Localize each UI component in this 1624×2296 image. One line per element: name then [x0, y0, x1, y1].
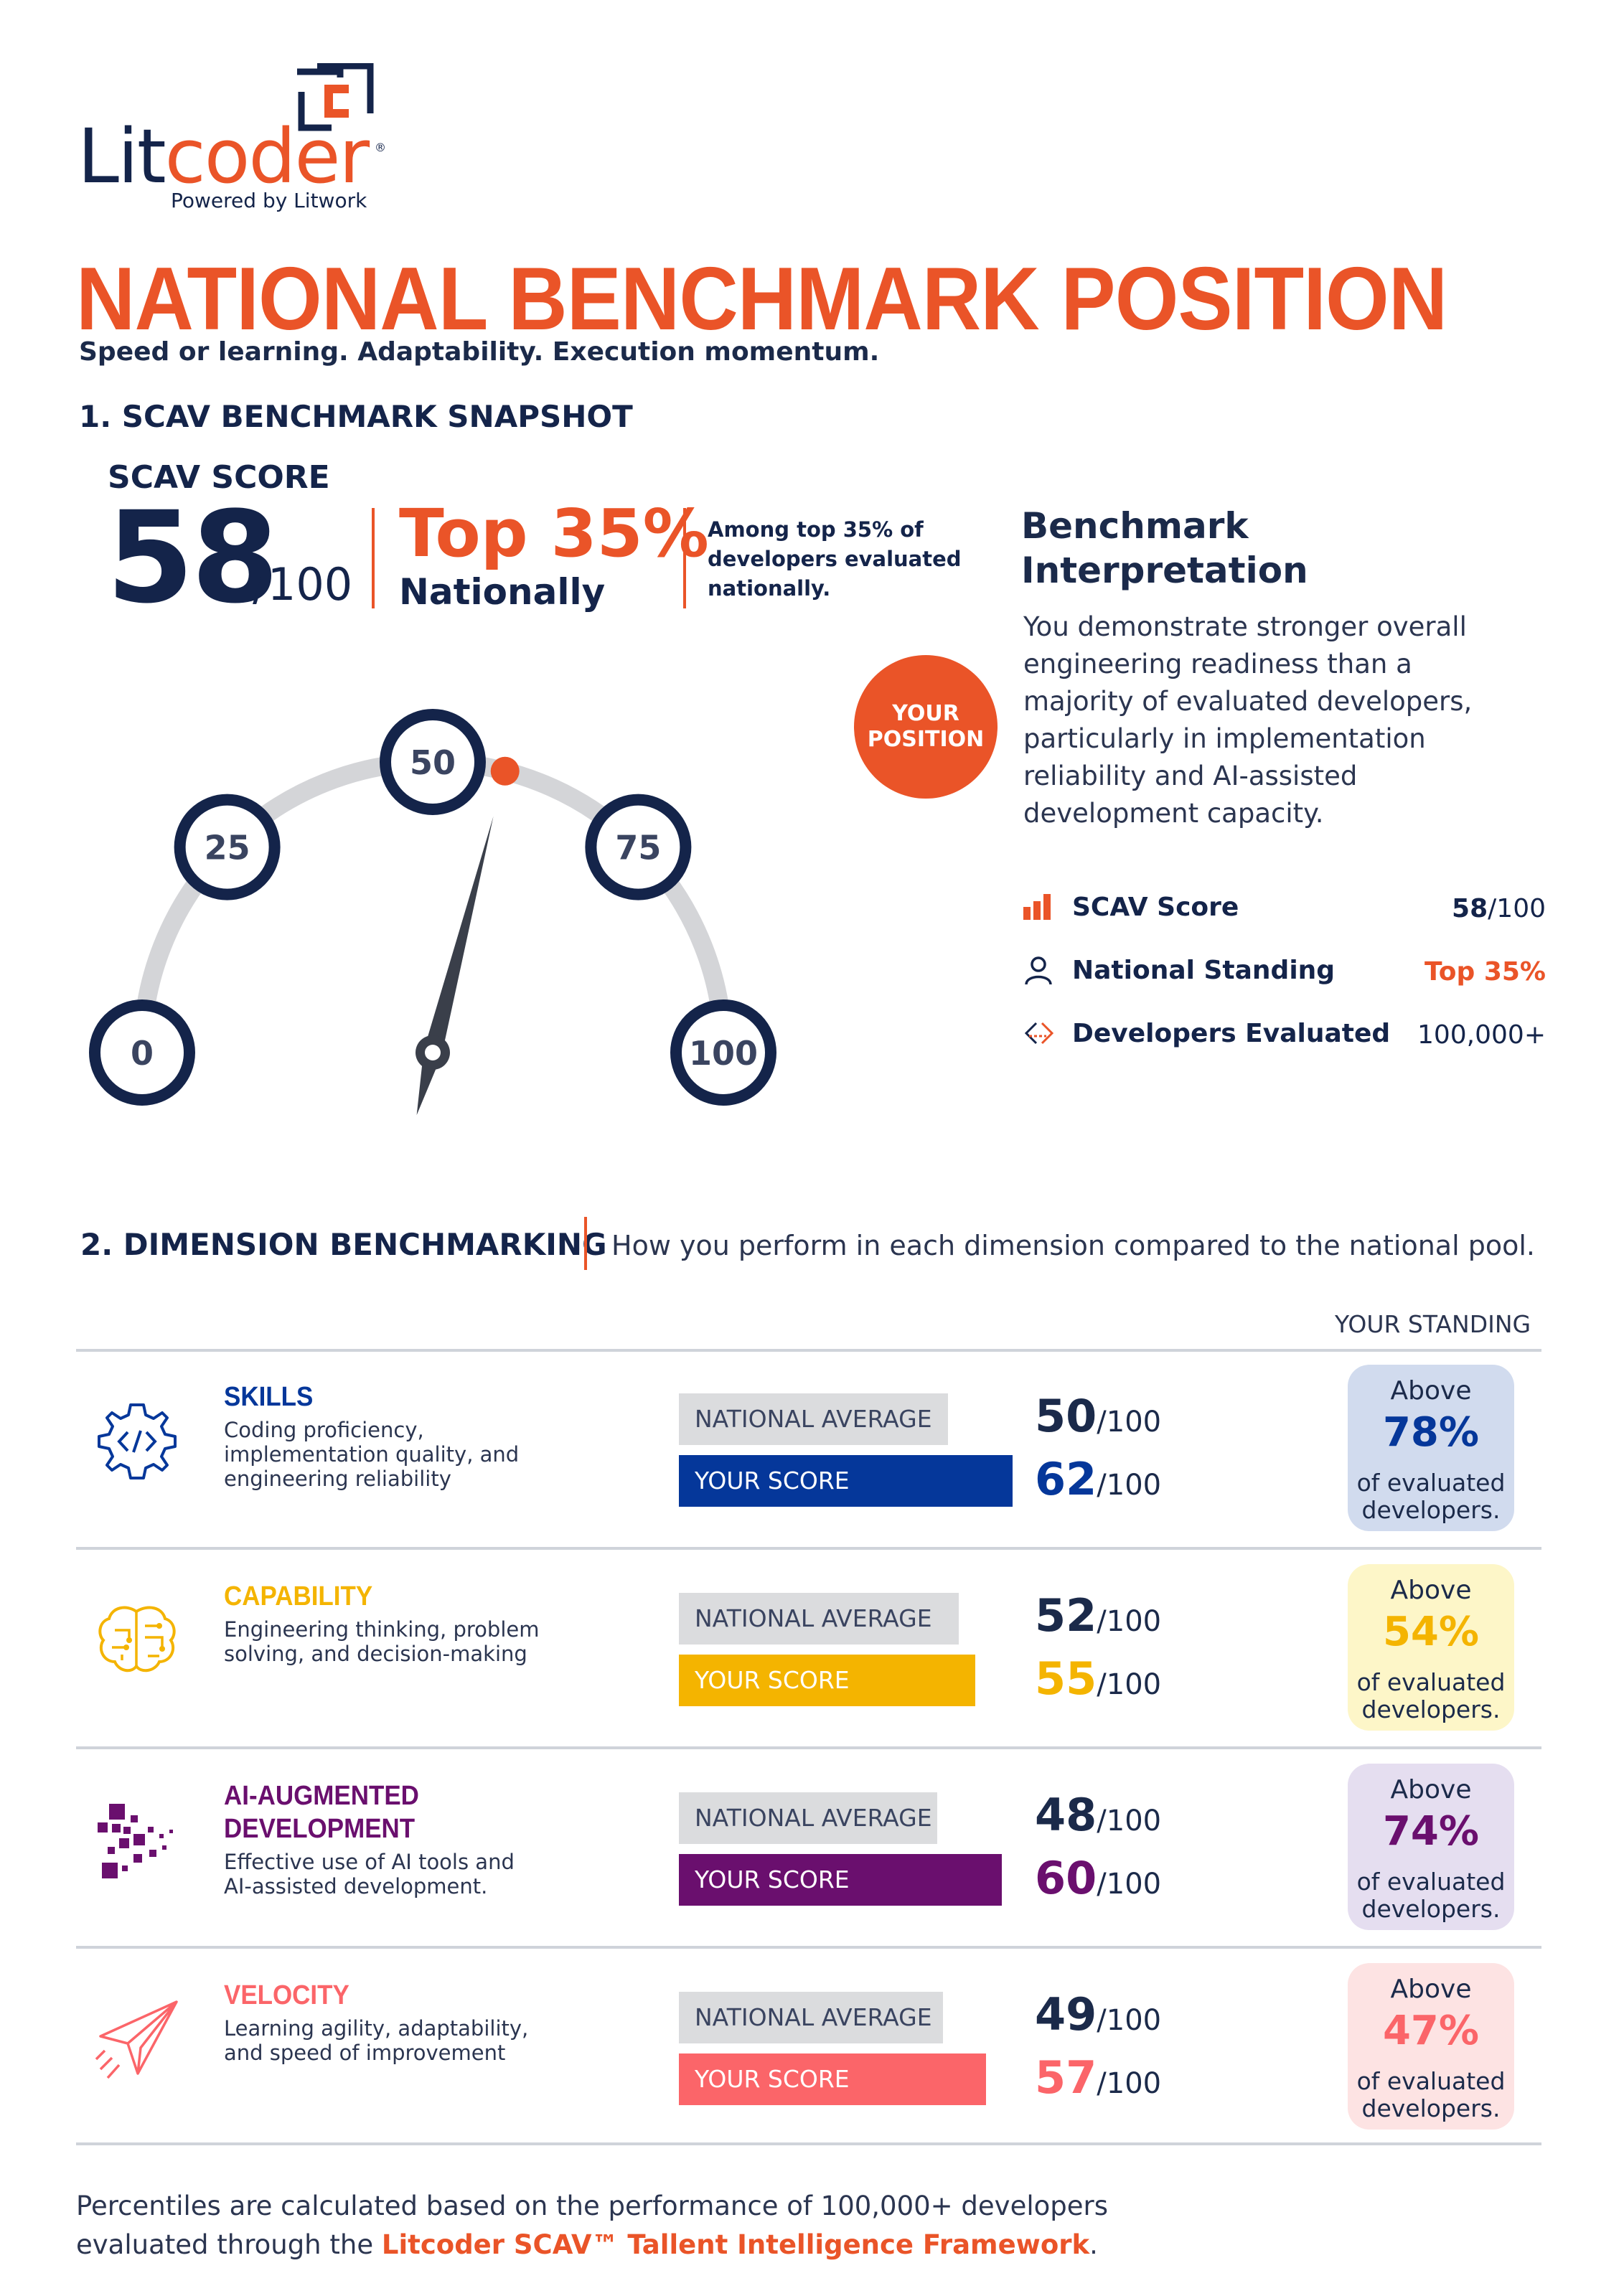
standing-column-header: YOUR STANDING — [1335, 1310, 1531, 1338]
gauge-tick-label: 100 — [689, 1034, 758, 1073]
your-score-value: 62/100 — [1035, 1453, 1162, 1505]
top-percent: Top 35% — [399, 495, 709, 572]
your-position-badge: YOUR POSITION — [854, 655, 998, 799]
dimension-row-velocity: VELOCITY Learning agility, adaptability,… — [76, 1950, 1541, 2145]
national-average-value: 48/100 — [1035, 1789, 1162, 1841]
brain-circuit-icon — [98, 1606, 176, 1672]
scav-score-denominator: /100 — [253, 558, 353, 611]
dimension-heading: 2. DIMENSION BENCHMARKING — [80, 1227, 607, 1262]
dimension-name: SKILLS — [224, 1382, 314, 1412]
logo-mark-icon — [297, 63, 374, 131]
page-title: NATIONAL BENCHMARK POSITION — [76, 250, 1447, 349]
dimension-name: CAPABILITY — [224, 1581, 373, 1612]
divider — [76, 1547, 1541, 1550]
standing-badge: Above 47% of evaluated developers. — [1348, 1963, 1514, 2130]
standing-percent: 54% — [1382, 1609, 1480, 1655]
dimension-name: AI-AUGMENTED DEVELOPMENT — [224, 1781, 419, 1844]
stat-value: 58/100 — [1452, 894, 1546, 923]
scav-score-value: 58 — [106, 484, 279, 631]
your-score-value: 60/100 — [1035, 1852, 1162, 1904]
logo-registered-mark: ® — [375, 141, 386, 154]
interpretation-title: Benchmark Interpretation — [1021, 505, 1308, 591]
interpretation-body: You demonstrate stronger overall enginee… — [1023, 611, 1473, 829]
national-average-value: 49/100 — [1035, 1988, 1162, 2041]
top-scope: Nationally — [399, 571, 606, 613]
national-average-bar: NATIONAL AVERAGE — [679, 1593, 959, 1645]
dimension-desc: Learning agility, adaptability, and spee… — [224, 2016, 529, 2065]
standing-percent: 78% — [1382, 1409, 1480, 1456]
national-average-bar: NATIONAL AVERAGE — [679, 1992, 943, 2043]
national-average-bar: NATIONAL AVERAGE — [679, 1393, 948, 1445]
your-score-value: 57/100 — [1035, 2051, 1162, 2104]
gauge-tick-75: 75 — [585, 794, 692, 900]
divider — [76, 1746, 1541, 1749]
stat-label: Developers Evaluated — [1072, 1019, 1391, 1048]
standing-badge: Above 74% of evaluated developers. — [1348, 1764, 1514, 1930]
divider — [76, 1349, 1541, 1352]
dimension-desc: Engineering thinking, problem solving, a… — [224, 1617, 540, 1666]
stat-row-national-standing: National Standing Top 35% — [1022, 950, 1546, 993]
divider — [372, 508, 375, 608]
divider — [683, 508, 686, 608]
your-score-bar: YOUR SCORE — [679, 2053, 986, 2105]
logo-wordmark: Litcoder — [78, 113, 370, 200]
gauge-tick-50: 50 — [380, 709, 486, 815]
pixel-ai-icon — [98, 1804, 173, 1878]
snapshot-note: Among top 35% of developers evaluated na… — [708, 517, 962, 601]
standing-percent: 47% — [1382, 2008, 1480, 2054]
gauge-tick-label: 50 — [410, 743, 456, 782]
dimension-desc: Coding proficiency, implementation quali… — [224, 1418, 520, 1491]
gauge-tick-25: 25 — [174, 794, 281, 900]
national-average-bar: NATIONAL AVERAGE — [679, 1792, 937, 1844]
page-subtitle: Speed or learning. Adaptability. Executi… — [79, 337, 880, 367]
your-score-bar: YOUR SCORE — [679, 1854, 1002, 1906]
stat-value: Top 35% — [1424, 957, 1546, 987]
gauge-needle — [416, 816, 494, 1116]
divider — [76, 1946, 1541, 1949]
scav-score-label: SCAV SCORE — [108, 459, 330, 496]
code-arrows-icon — [1024, 1022, 1054, 1045]
logo-tagline: Powered by Litwork — [171, 189, 367, 212]
divider — [76, 2142, 1541, 2145]
dimension-row-capability: CAPABILITY Engineering thinking, problem… — [76, 1551, 1541, 1746]
national-average-value: 50/100 — [1035, 1390, 1162, 1442]
paper-plane-icon — [95, 2000, 178, 2079]
dimension-name: VELOCITY — [224, 1980, 349, 2010]
dimension-row-skills: SKILLS Coding proficiency, implementatio… — [76, 1352, 1541, 1547]
gauge-tick-label: 75 — [615, 829, 661, 867]
user-icon — [1025, 956, 1052, 985]
your-score-value: 55/100 — [1035, 1652, 1162, 1705]
national-average-value: 52/100 — [1035, 1589, 1162, 1642]
dimension-description: How you perform in each dimension compar… — [611, 1230, 1535, 1261]
stat-label: SCAV Score — [1072, 893, 1239, 922]
gauge-tick-100: 100 — [670, 999, 776, 1106]
dimension-row-ai-augmented: AI-AUGMENTED DEVELOPMENT Effective use o… — [76, 1751, 1541, 1946]
gauge-value-marker — [490, 756, 520, 786]
standing-badge: Above 54% of evaluated developers. — [1348, 1564, 1514, 1731]
stat-label: National Standing — [1072, 956, 1336, 985]
standing-badge: Above 78% of evaluated developers. — [1348, 1365, 1514, 1531]
stat-row-developers-evaluated: Developers Evaluated 100,000+ — [1022, 1013, 1546, 1056]
gauge-tick-0: 0 — [89, 999, 195, 1106]
snapshot-heading: 1. SCAV BENCHMARK SNAPSHOT — [79, 399, 633, 434]
benchmark-gauge: 0 25 50 75 100 — [89, 709, 776, 1116]
your-score-bar: YOUR SCORE — [679, 1455, 1013, 1507]
footer-note: Percentiles are calculated based on the … — [76, 2191, 1108, 2260]
stat-row-scav-score: SCAV Score 58/100 — [1022, 887, 1546, 930]
framework-link[interactable]: Litcoder SCAV™ Tallent Intelligence Fram… — [381, 2229, 1090, 2260]
gear-code-icon — [98, 1403, 177, 1479]
standing-percent: 74% — [1382, 1808, 1480, 1855]
dimension-desc: Effective use of AI tools and AI-assiste… — [224, 1850, 515, 1899]
your-score-bar: YOUR SCORE — [679, 1655, 975, 1706]
divider — [584, 1217, 587, 1270]
gauge-tick-label: 25 — [205, 829, 250, 867]
stat-value: 100,000+ — [1417, 1020, 1546, 1050]
bar-chart-icon — [1023, 894, 1051, 920]
gauge-tick-label: 0 — [131, 1034, 154, 1073]
